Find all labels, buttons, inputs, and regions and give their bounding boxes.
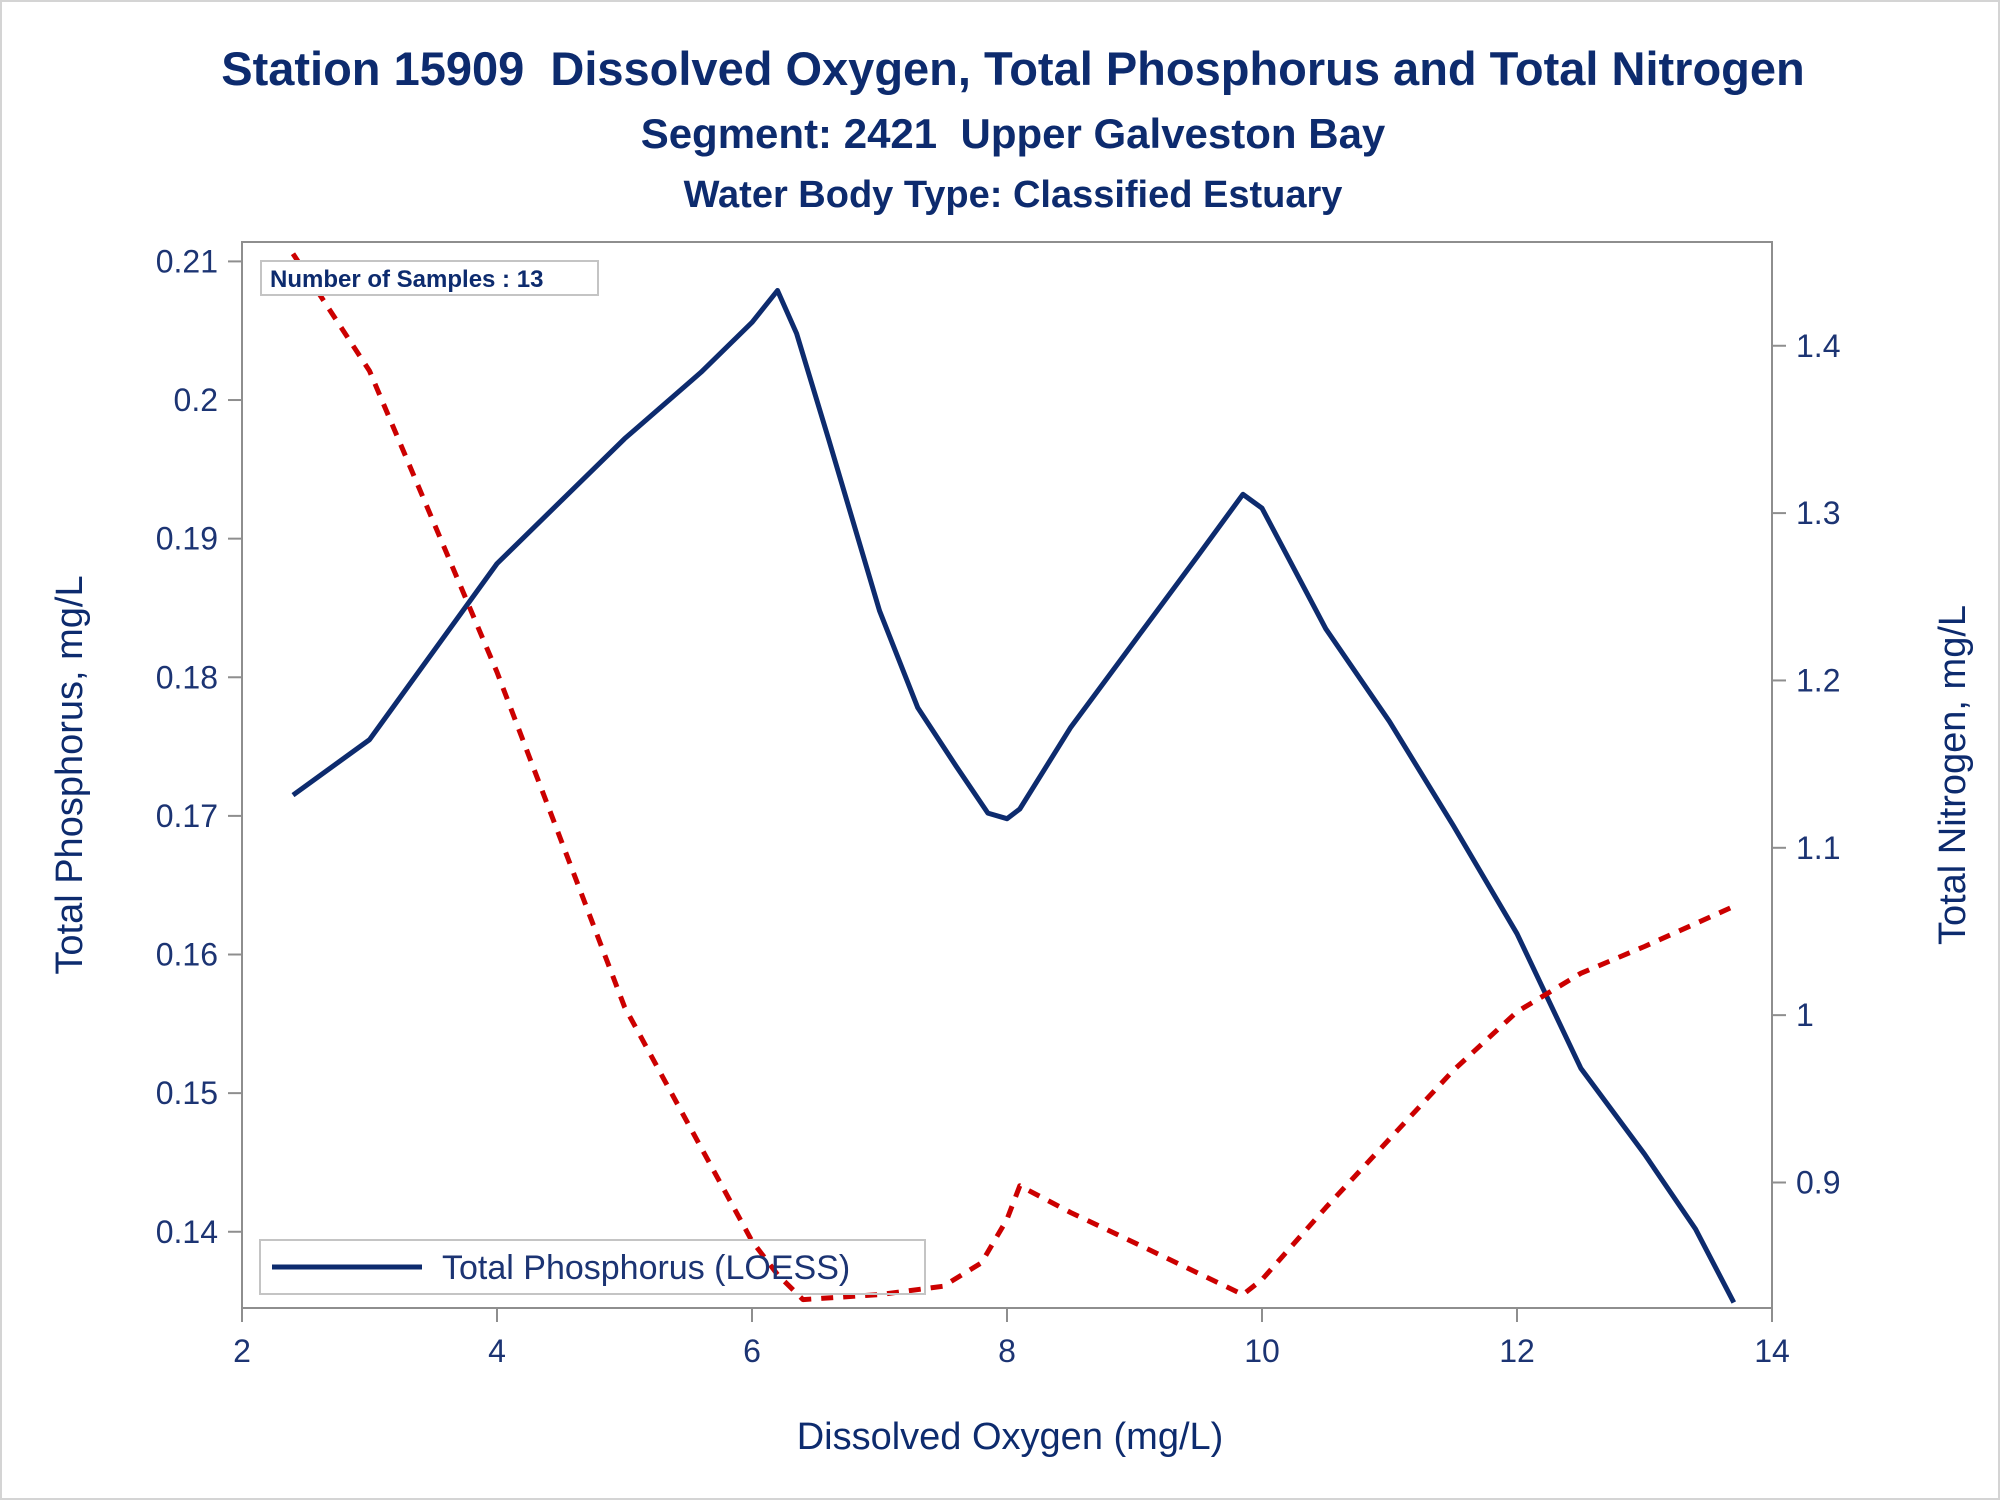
x-tick-label-14: 14 bbox=[1754, 1333, 1790, 1369]
y-axis-right: 1.4 1.3 1.2 1.1 1 0.9 bbox=[1772, 328, 1840, 1200]
series-layer bbox=[290, 252, 1737, 1304]
x-tick-label-6: 6 bbox=[743, 1333, 761, 1369]
legend-label-total-phosphorus: Total Phosphorus (LOESS) bbox=[442, 1249, 850, 1287]
y2-tick-label-5: 0.9 bbox=[1796, 1164, 1840, 1200]
chart-subtitle: Segment: 2421 Upper Galveston Bay bbox=[641, 110, 1386, 157]
y-tick-label-7: 0.14 bbox=[156, 1214, 218, 1250]
x-axis-label: Dissolved Oxygen (mg/L) bbox=[797, 1416, 1224, 1458]
x-tick-label-8: 8 bbox=[998, 1333, 1016, 1369]
y2-tick-label-1: 1.3 bbox=[1796, 495, 1840, 531]
x-tick-label-4: 4 bbox=[488, 1333, 506, 1369]
y-tick-label-4: 0.17 bbox=[156, 798, 218, 834]
sample-count-box bbox=[260, 260, 599, 296]
y-axis-label: Total Phosphorus, mg/L bbox=[49, 575, 91, 974]
chart-subtitle-2: Water Body Type: Classified Estuary bbox=[684, 174, 1343, 216]
plot-area bbox=[241, 241, 1773, 1309]
legend-box bbox=[259, 1239, 926, 1295]
y-tick-label-5: 0.16 bbox=[156, 937, 218, 973]
y2-tick-label-3: 1.1 bbox=[1796, 830, 1840, 866]
x-tick-label-10: 10 bbox=[1244, 1333, 1280, 1369]
y-tick-label-6: 0.15 bbox=[156, 1075, 218, 1111]
y-tick-label-1: 0.2 bbox=[174, 382, 218, 418]
x-tick-label-12: 12 bbox=[1499, 1333, 1535, 1369]
series-line-total-nitrogen bbox=[290, 252, 1735, 1303]
y2-axis-label: Total Nitrogen, mg/L bbox=[1932, 605, 1974, 945]
x-tick-label-2: 2 bbox=[233, 1333, 251, 1369]
sample-count-label: Number of Samples : 13 bbox=[270, 266, 543, 293]
chart-title: Station 15909 Dissolved Oxygen, Total Ph… bbox=[221, 42, 1804, 95]
y-tick-label-3: 0.18 bbox=[156, 659, 218, 695]
x-axis: 2 4 6 8 10 12 14 bbox=[233, 1308, 1790, 1369]
y2-tick-label-4: 1 bbox=[1796, 997, 1814, 1033]
y2-tick-label-0: 1.4 bbox=[1796, 328, 1840, 364]
series-line-total-phosphorus bbox=[291, 288, 1737, 1304]
y-tick-label-0: 0.21 bbox=[156, 243, 218, 279]
y-axis-left: 0.21 0.2 0.19 0.18 0.17 0.16 0.15 0.14 bbox=[156, 243, 242, 1250]
y2-tick-label-2: 1.2 bbox=[1796, 662, 1840, 698]
y-tick-label-2: 0.19 bbox=[156, 521, 218, 557]
